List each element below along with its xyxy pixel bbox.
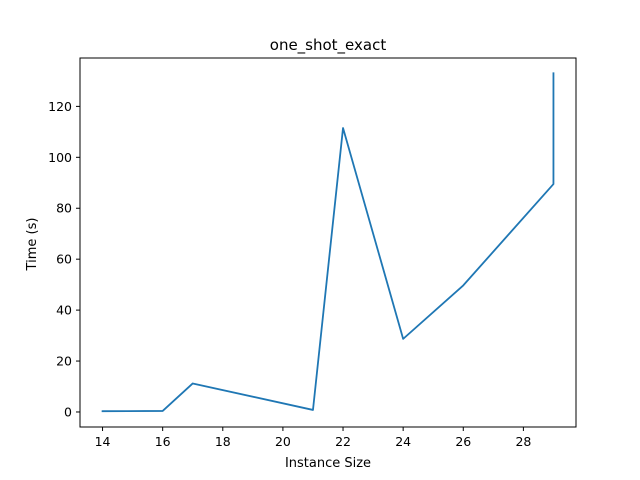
x-tick-label: 20 [275,434,291,449]
chart-title: one_shot_exact [270,36,387,55]
y-tick-label: 100 [48,150,72,165]
y-tick-label: 80 [56,201,72,216]
x-tick-label: 18 [215,434,231,449]
plot-area: 14 16 18 20 22 24 26 28 0 20 40 60 80 100 120 [48,57,577,449]
x-tick-label: 24 [395,434,411,449]
y-tick-label: 20 [56,354,72,369]
x-tick-label: 22 [335,434,351,449]
y-tick-label: 0 [64,404,72,419]
x-tick-label: 26 [455,434,471,449]
x-tick-label: 16 [155,434,171,449]
y-axis-label: Time (s) [25,218,40,272]
x-axis-label: Instance Size [285,456,371,471]
y-tick-label: 60 [56,252,72,267]
x-tick-label: 14 [95,434,111,449]
x-tick-label: 28 [515,434,531,449]
y-tick-label: 40 [56,303,72,318]
series-line-0 [101,72,555,413]
y-tick-label: 120 [48,99,72,114]
axes-frame [79,57,577,428]
